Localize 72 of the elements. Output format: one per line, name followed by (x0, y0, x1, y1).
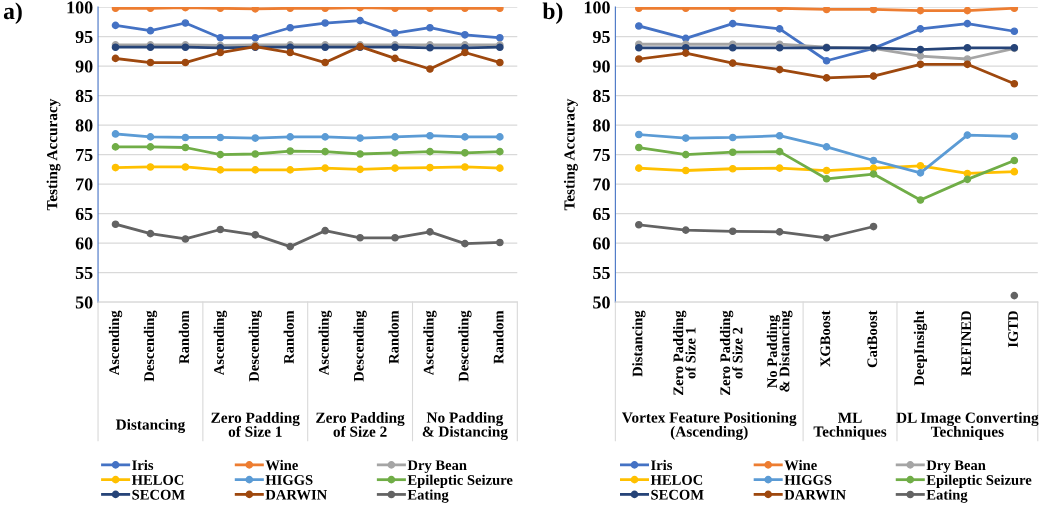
text: ML Techniques (813, 412, 887, 440)
x-tick-label: Zero Padding of Size 1 (673, 310, 696, 395)
x-tick-label: Random (388, 310, 399, 364)
x-tick-label: Descending (353, 310, 367, 382)
legend-label: Iris (132, 459, 154, 471)
legend-label: HELOC (650, 475, 703, 485)
y-tick-label: 90 (592, 60, 610, 73)
text: DL Image Converting Techniques (896, 412, 1039, 440)
text: Distancing (115, 418, 186, 433)
x-tick-label: XGBoost (820, 310, 831, 367)
y-tick-label: 95 (75, 30, 93, 44)
y-tick-label: 80 (593, 119, 610, 132)
x-tick-label: Zero Padding of Size 2 (719, 310, 743, 395)
y-tick-label: 100 (67, 1, 93, 14)
x-tick-label: CatBoost (867, 310, 878, 368)
y-tick-label: 75 (593, 149, 610, 162)
y-tick-label: 95 (592, 30, 610, 44)
x-tick-label: Random (178, 310, 190, 364)
legend-label: Eating (926, 489, 968, 503)
legend-label: SECOM (132, 489, 185, 500)
x-tick-label: Descending (458, 310, 472, 382)
x-tick-label: Random (283, 310, 294, 364)
chart-title: b) (542, 2, 563, 24)
x-tick-label: Ascending (423, 310, 437, 376)
legend-label: HELOC (131, 475, 184, 485)
legend-label: Iris (651, 459, 673, 471)
legend-label: Dry Bean (407, 460, 467, 474)
x-tick-label: Descending (248, 310, 262, 382)
text: Vortex Feature Positioning (Ascending) (621, 412, 797, 440)
y-tick-label: 60 (75, 237, 93, 250)
legend-label: HIGGS (784, 475, 832, 485)
y-tick-label: 100 (584, 1, 610, 14)
x-tick-label: Random (493, 310, 504, 364)
y-tick-label: 75 (76, 149, 93, 162)
legend-label: HIGGS (265, 475, 313, 485)
y-tick-label: 50 (75, 296, 93, 309)
x-tick-label: Ascending (318, 310, 332, 376)
y-tick-label: 70 (593, 178, 610, 191)
y-tick-label: 55 (593, 267, 610, 280)
legend-label: Wine (784, 459, 817, 471)
legend-label: Dry Bean (926, 460, 986, 474)
y-tick-label: 65 (75, 207, 93, 221)
y-axis-title: Testing Accuracy (46, 98, 61, 211)
text: Zero Padding of Size 1 (211, 412, 300, 437)
legend-label: Eating (407, 489, 449, 503)
legend-label: SECOM (651, 489, 704, 500)
x-tick-label: REFINED (961, 311, 971, 376)
chart-title: a) (3, 2, 22, 24)
y-tick-label: 65 (593, 207, 610, 221)
y-axis-title: Testing Accuracy (563, 98, 578, 211)
x-tick-label: Distancing (632, 310, 646, 377)
y-tick-label: 55 (75, 267, 93, 280)
y-tick-label: 85 (75, 89, 93, 103)
legend-label: Epileptic Seizure (926, 474, 1032, 488)
x-tick-label: Ascending (213, 310, 227, 376)
y-tick-label: 90 (75, 60, 93, 73)
y-tick-label: 50 (593, 296, 610, 309)
legend-label: Wine (265, 459, 298, 471)
y-tick-label: 60 (593, 237, 610, 250)
y-tick-label: 70 (76, 178, 93, 191)
text: No Padding & Distancing (422, 412, 508, 440)
x-tick-label: Descending (143, 310, 158, 382)
legend-label: DARWIN (265, 489, 328, 500)
x-tick-label: Ascending (108, 310, 123, 376)
legend-label: Epileptic Seizure (407, 474, 513, 488)
x-tick-label: DeepInsight (913, 310, 928, 386)
y-tick-label: 80 (75, 119, 93, 132)
y-tick-label: 85 (593, 89, 610, 103)
text: Zero Padding of Size 2 (316, 412, 405, 437)
x-tick-label: IGTD (1008, 311, 1018, 348)
x-tick-label: No Padding & Distancing (766, 310, 793, 392)
legend-label: DARWIN (784, 489, 846, 500)
